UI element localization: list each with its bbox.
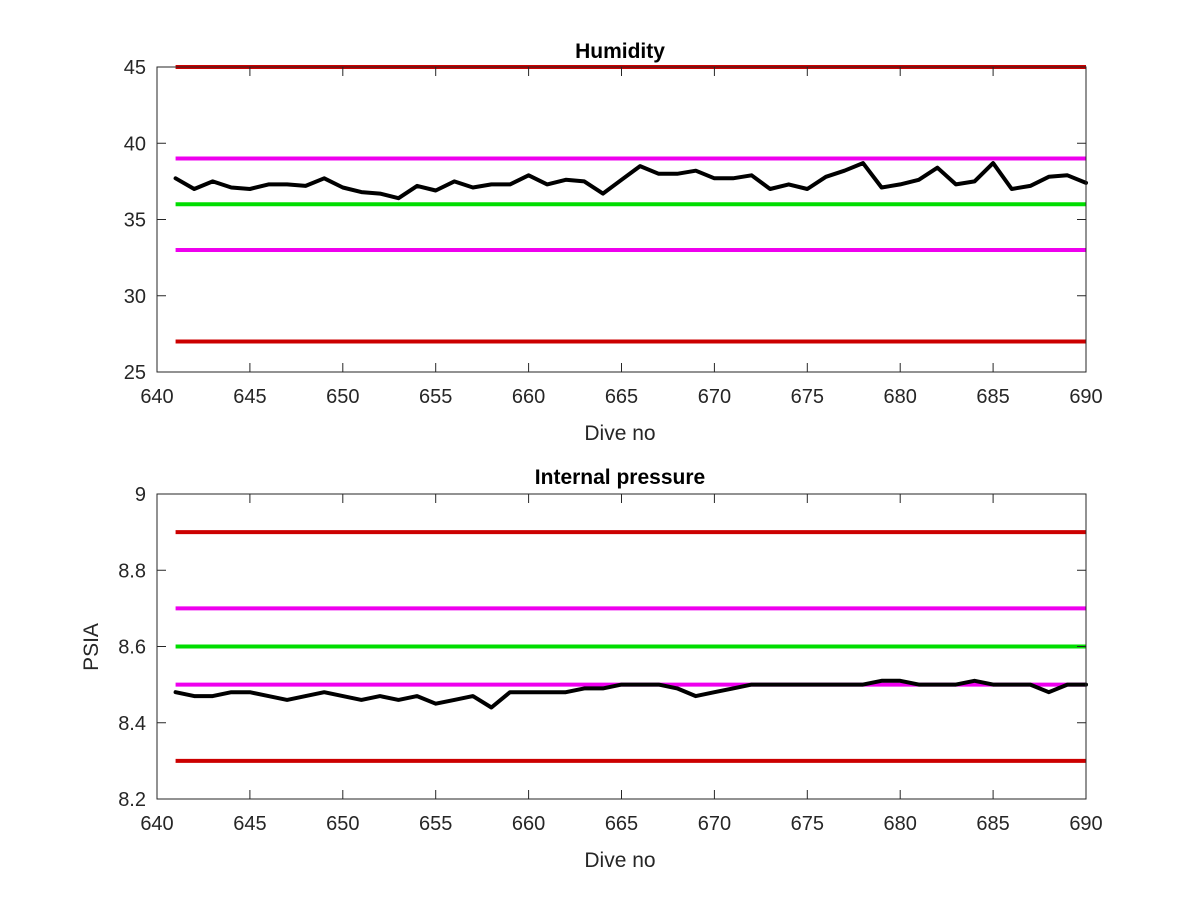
humidity-chart-title: Humidity — [575, 40, 665, 63]
pressure-x-tick-label: 660 — [512, 813, 545, 835]
humidity-x-tick-label: 685 — [976, 386, 1009, 408]
humidity-y-tick-label: 40 — [124, 133, 146, 155]
humidity-y-tick-label: 35 — [124, 210, 146, 232]
pressure-threshold-lines — [175, 530, 1086, 763]
humidity-x-tick-label: 675 — [791, 386, 824, 408]
humidity-y-tick-label: 30 — [124, 286, 146, 308]
pressure-y-tick-label: 9 — [135, 484, 146, 506]
pressure-series — [173, 678, 1088, 710]
humidity-x-axis-label: Dive no — [584, 422, 655, 445]
pressure-x-tick-label: 675 — [791, 813, 824, 835]
humidity-y-ticks: 25 30 35 40 45 — [124, 57, 1086, 384]
pressure-x-tick-label: 670 — [698, 813, 731, 835]
pressure-y-tick-label: 8.4 — [118, 713, 146, 735]
pressure-x-tick-label: 640 — [140, 813, 173, 835]
humidity-x-tick-label: 680 — [884, 386, 917, 408]
pressure-x-tick-label: 685 — [976, 813, 1009, 835]
humidity-x-tick-label: 645 — [233, 386, 266, 408]
pressure-x-tick-label: 680 — [884, 813, 917, 835]
humidity-chart: Humidity 640 645 650 655 660 665 670 675 680 685 6… — [124, 40, 1103, 445]
humidity-x-ticks: 640 645 650 655 660 665 670 675 680 685 690 — [140, 67, 1103, 408]
pressure-x-ticks: 640 645 650 655 660 665 670 675 680 685 690 — [140, 494, 1103, 835]
humidity-x-tick-label: 640 — [140, 386, 173, 408]
pressure-series-line-0 — [173, 678, 1088, 710]
pressure-x-tick-label: 650 — [326, 813, 359, 835]
internal-pressure-chart: Internal pressure 640 645 650 655 660 665 670 6… — [80, 466, 1103, 872]
pressure-x-tick-label: 665 — [605, 813, 638, 835]
internal-pressure-chart-title: Internal pressure — [535, 466, 705, 489]
pressure-x-axis-label: Dive no — [584, 849, 655, 872]
pressure-y-axis-label: PSIA — [80, 623, 103, 671]
humidity-y-tick-label: 45 — [124, 57, 146, 79]
humidity-series-line-0 — [173, 161, 1088, 201]
pressure-plot-area — [156, 493, 1087, 800]
pressure-x-tick-label: 655 — [419, 813, 452, 835]
pressure-y-ticks: 8.2 8.4 8.6 8.8 9 — [118, 484, 1086, 811]
humidity-x-tick-label: 660 — [512, 386, 545, 408]
pressure-x-tick-label: 690 — [1069, 813, 1102, 835]
humidity-y-tick-label: 25 — [124, 362, 146, 384]
humidity-x-tick-label: 655 — [419, 386, 452, 408]
humidity-plot-area — [156, 66, 1087, 373]
pressure-x-tick-label: 645 — [233, 813, 266, 835]
humidity-threshold-lines — [175, 65, 1086, 344]
humidity-x-tick-label: 670 — [698, 386, 731, 408]
pressure-y-tick-label: 8.6 — [118, 637, 146, 659]
humidity-x-tick-label: 650 — [326, 386, 359, 408]
pressure-y-tick-label: 8.2 — [118, 789, 146, 811]
humidity-series — [173, 161, 1088, 201]
pressure-y-tick-label: 8.8 — [118, 560, 146, 582]
humidity-x-tick-label: 665 — [605, 386, 638, 408]
humidity-x-tick-label: 690 — [1069, 386, 1102, 408]
